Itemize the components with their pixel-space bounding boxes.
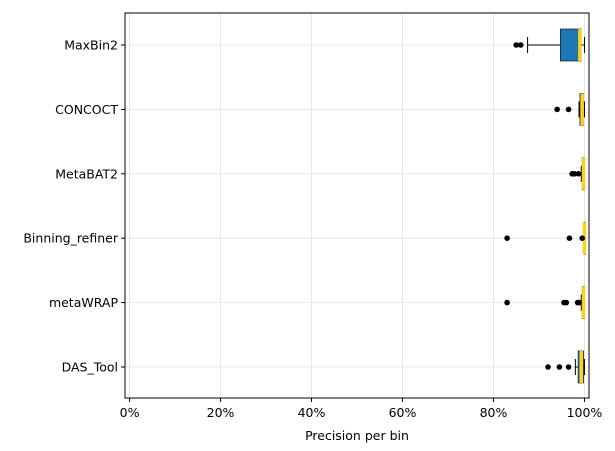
outlier-point [513, 42, 520, 48]
outlier-point [554, 106, 560, 113]
y-axis: MaxBin2 CONCOCT MetaBAT2 Binning_refinermet… [23, 38, 125, 375]
grid-lines [125, 13, 589, 398]
outlier-point [579, 235, 585, 241]
y-tick-label: metaWRAP [49, 295, 119, 310]
outlier-point [571, 171, 578, 177]
plot-frame [124, 12, 590, 399]
y-tick-label: MaxBin2 [64, 38, 118, 53]
outlier-point [575, 171, 582, 177]
x-tick-label: 40% [298, 405, 326, 420]
x-tick-label: 60% [389, 405, 417, 420]
x-axis: 0% 20% 40% 60% 80% 100% [120, 398, 603, 420]
plot-marks [504, 28, 587, 384]
y-tick-label: CONCOCT [55, 102, 118, 117]
x-tick-label: 100% [567, 405, 603, 420]
outlier-point [565, 106, 572, 113]
outlier-point [576, 299, 582, 306]
x-tick-label: 80% [480, 405, 508, 420]
x-tick-label: 20% [207, 405, 235, 420]
y-tick-label: Binning_refiner [23, 231, 119, 246]
x-tick-label: 0% [120, 405, 140, 420]
outlier-point [565, 364, 572, 370]
outlier-point [504, 299, 510, 306]
outlier-point [556, 364, 563, 370]
x-axis-label: Precision per bin [305, 428, 409, 443]
y-tick-label: DAS_Tool [62, 360, 118, 375]
y-tick-label: MetaBAT2 [55, 166, 118, 181]
outlier-point [504, 235, 510, 241]
outlier-point [545, 364, 551, 370]
box [560, 28, 582, 62]
outlier-point [566, 235, 573, 241]
outlier-point [563, 299, 570, 306]
outlier-point [517, 42, 524, 48]
